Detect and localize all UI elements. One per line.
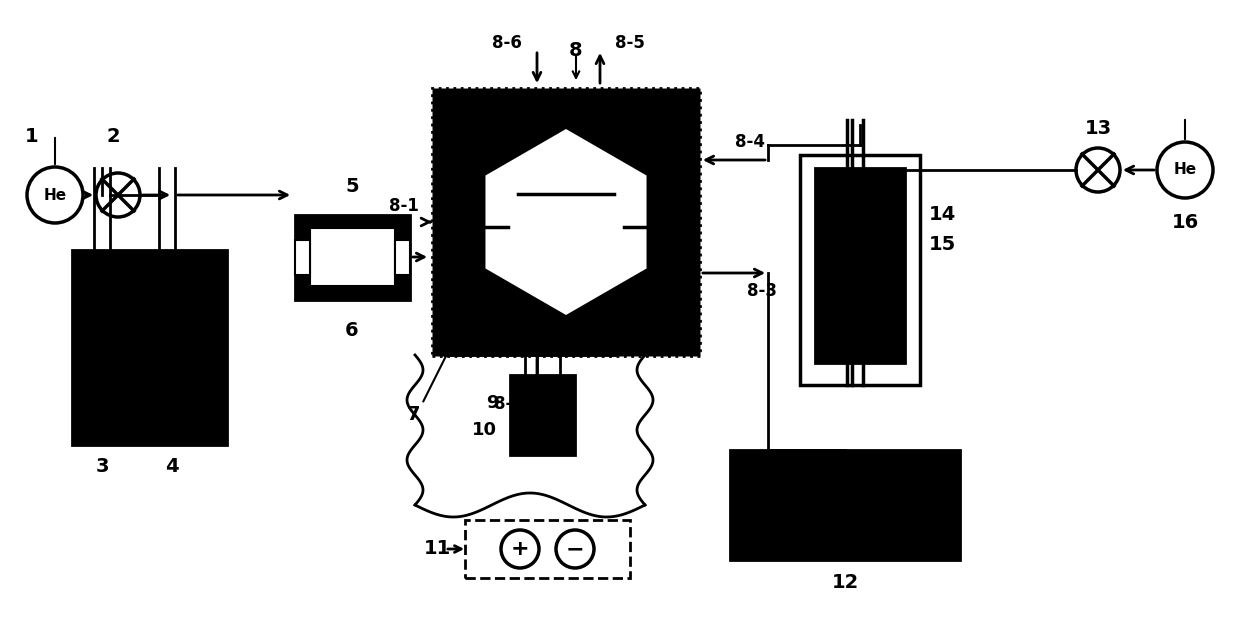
Text: 11: 11 bbox=[423, 539, 450, 558]
Text: 8: 8 bbox=[569, 41, 583, 60]
Text: 16: 16 bbox=[1172, 213, 1199, 232]
Bar bbox=[432, 88, 701, 356]
Text: 4: 4 bbox=[165, 458, 179, 477]
Text: He: He bbox=[43, 187, 67, 203]
Text: −: − bbox=[565, 539, 584, 559]
Text: 14: 14 bbox=[929, 206, 956, 225]
Text: 10: 10 bbox=[471, 421, 496, 439]
Circle shape bbox=[95, 173, 140, 217]
Text: 8-6: 8-6 bbox=[492, 34, 522, 52]
Text: 12: 12 bbox=[831, 572, 858, 591]
Bar bbox=[730, 450, 960, 560]
Text: 8-5: 8-5 bbox=[615, 34, 645, 52]
Polygon shape bbox=[484, 127, 649, 317]
Circle shape bbox=[27, 167, 83, 223]
Text: 3: 3 bbox=[95, 458, 109, 477]
Text: 1: 1 bbox=[25, 127, 38, 146]
Circle shape bbox=[556, 530, 594, 568]
Text: 7: 7 bbox=[407, 404, 420, 423]
Circle shape bbox=[501, 530, 539, 568]
Text: 13: 13 bbox=[1085, 118, 1111, 137]
Bar bbox=[72, 250, 227, 445]
Text: 6: 6 bbox=[345, 320, 358, 339]
Text: 8-2: 8-2 bbox=[494, 395, 525, 413]
Text: 15: 15 bbox=[929, 235, 956, 254]
Text: He: He bbox=[1173, 163, 1197, 177]
Bar bbox=[800, 155, 920, 385]
Text: +: + bbox=[511, 539, 529, 559]
Bar bbox=[465, 520, 630, 578]
Bar bbox=[815, 168, 905, 363]
Bar bbox=[295, 240, 310, 275]
Circle shape bbox=[1076, 148, 1120, 192]
Bar bbox=[396, 240, 410, 275]
Text: 8-1: 8-1 bbox=[389, 197, 419, 215]
Bar bbox=[310, 228, 396, 286]
Bar bbox=[510, 375, 575, 455]
Text: 5: 5 bbox=[345, 177, 358, 196]
Circle shape bbox=[1157, 142, 1213, 198]
Text: 9: 9 bbox=[486, 394, 498, 412]
Text: 8-4: 8-4 bbox=[735, 133, 765, 151]
Bar bbox=[295, 215, 410, 300]
Text: 8-3: 8-3 bbox=[746, 282, 777, 300]
Text: 2: 2 bbox=[107, 127, 120, 146]
